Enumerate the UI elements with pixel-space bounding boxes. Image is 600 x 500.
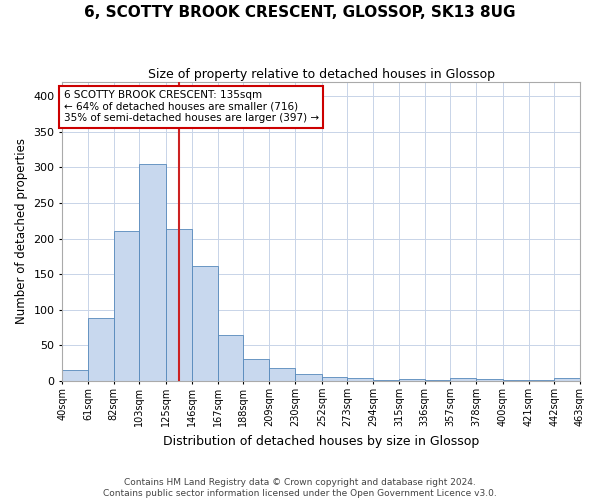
Bar (399, 379, 425, 381)
Bar (373, 380, 399, 381)
Title: Size of property relative to detached houses in Glossop: Size of property relative to detached ho… (148, 68, 494, 80)
Bar (295, 374, 322, 381)
Text: 6, SCOTTY BROOK CRESCENT, GLOSSOP, SK13 8UG: 6, SCOTTY BROOK CRESCENT, GLOSSOP, SK13 … (84, 5, 516, 20)
Bar (166, 228, 192, 381)
Bar (347, 378, 373, 381)
Bar (554, 378, 580, 381)
Bar (503, 380, 529, 381)
Bar (218, 336, 244, 381)
X-axis label: Distribution of detached houses by size in Glossop: Distribution of detached houses by size … (163, 434, 479, 448)
Bar (529, 380, 554, 381)
Text: 6 SCOTTY BROOK CRESCENT: 135sqm
← 64% of detached houses are smaller (716)
35% o: 6 SCOTTY BROOK CRESCENT: 135sqm ← 64% of… (64, 90, 319, 124)
Y-axis label: Number of detached properties: Number of detached properties (15, 138, 28, 324)
Bar (450, 378, 476, 381)
Bar (476, 379, 503, 381)
Bar (192, 266, 218, 381)
Bar (269, 368, 295, 381)
Bar (62, 370, 88, 381)
Bar (139, 164, 166, 381)
Bar (425, 380, 450, 381)
Bar (114, 230, 139, 381)
Bar (244, 359, 269, 381)
Bar (322, 377, 347, 381)
Bar (88, 318, 114, 381)
Text: Contains HM Land Registry data © Crown copyright and database right 2024.
Contai: Contains HM Land Registry data © Crown c… (103, 478, 497, 498)
